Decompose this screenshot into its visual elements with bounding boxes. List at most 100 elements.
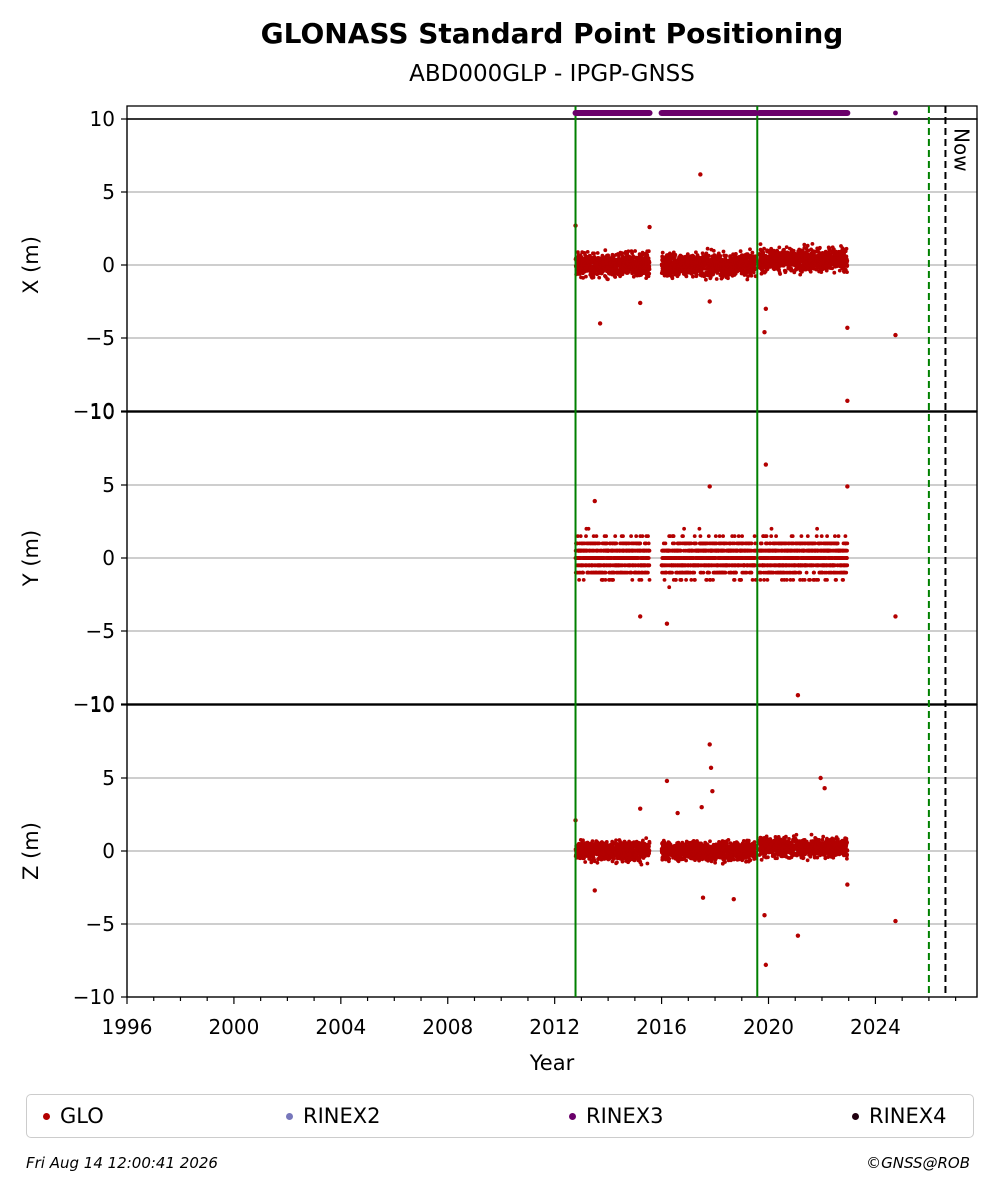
data-point xyxy=(791,578,796,582)
data-point xyxy=(662,578,667,582)
data-point xyxy=(810,242,815,246)
data-point xyxy=(646,556,651,560)
data-point xyxy=(845,263,850,268)
data-point xyxy=(700,251,705,256)
data-point xyxy=(672,541,677,546)
data-point xyxy=(841,578,845,582)
data-point xyxy=(694,272,699,276)
data-point xyxy=(591,275,596,280)
data-point xyxy=(769,534,774,538)
data-point xyxy=(734,252,738,256)
data-point xyxy=(707,570,711,575)
data-point xyxy=(647,260,652,265)
data-point xyxy=(827,246,832,251)
data-point xyxy=(819,534,824,538)
data-point xyxy=(679,578,684,582)
data-point xyxy=(647,271,652,276)
outlier-point xyxy=(698,172,703,177)
data-point xyxy=(626,249,631,254)
data-point xyxy=(630,251,634,256)
data-point xyxy=(611,578,615,582)
data-point xyxy=(769,526,774,531)
y-tick-label: −10 xyxy=(73,399,115,423)
data-point xyxy=(723,570,728,575)
data-point xyxy=(748,247,752,252)
data-point xyxy=(667,585,672,590)
data-point xyxy=(581,578,586,582)
outlier-point xyxy=(638,300,643,306)
data-point xyxy=(739,578,743,582)
chart-title: GLONASS Standard Point Positioning xyxy=(261,17,844,50)
data-point xyxy=(631,274,636,279)
y-tick-label: 5 xyxy=(102,473,115,497)
data-point xyxy=(749,273,754,278)
data-point xyxy=(604,534,608,538)
y-tick-label: 10 xyxy=(90,107,115,131)
data-point xyxy=(836,534,841,538)
data-point xyxy=(639,578,644,582)
data-point xyxy=(805,243,810,248)
y-axis-label: Y (m) xyxy=(19,530,43,587)
y-tick-label: 10 xyxy=(90,400,115,424)
data-point xyxy=(825,534,829,538)
outlier-point xyxy=(707,299,712,304)
y-tick-label: 0 xyxy=(102,253,115,277)
data-point xyxy=(673,252,678,257)
data-point xyxy=(613,275,618,279)
data-point xyxy=(738,249,743,254)
data-point xyxy=(798,570,803,575)
y-tick-label: −5 xyxy=(86,619,115,643)
data-point xyxy=(705,246,710,251)
data-point xyxy=(845,258,850,263)
data-point xyxy=(808,269,813,274)
data-point xyxy=(765,578,770,582)
data-point xyxy=(814,534,819,538)
data-point xyxy=(721,249,726,254)
data-point xyxy=(711,578,715,582)
data-point xyxy=(586,526,591,531)
data-point xyxy=(698,534,703,538)
data-point xyxy=(646,249,651,254)
data-point xyxy=(592,251,596,256)
data-point xyxy=(825,578,829,582)
data-point xyxy=(670,570,674,575)
data-point xyxy=(721,534,725,538)
data-point xyxy=(777,245,782,250)
data-point xyxy=(812,570,816,575)
data-point xyxy=(704,251,709,256)
y-tick-label: 0 xyxy=(102,546,115,570)
data-point xyxy=(706,253,711,258)
data-point xyxy=(685,252,690,257)
data-point xyxy=(621,534,625,538)
data-point xyxy=(764,534,769,538)
data-point xyxy=(633,249,637,253)
data-point xyxy=(702,274,707,278)
data-point xyxy=(833,534,837,538)
data-point xyxy=(578,534,583,538)
data-point xyxy=(681,534,685,538)
data-point xyxy=(808,578,812,582)
data-point xyxy=(647,548,652,553)
data-point xyxy=(749,570,754,575)
data-point xyxy=(694,541,698,546)
data-point xyxy=(603,570,608,575)
data-point xyxy=(790,534,795,538)
data-point xyxy=(647,267,652,272)
data-point xyxy=(606,277,610,282)
data-point xyxy=(692,534,697,538)
outlier-point xyxy=(845,325,850,330)
data-point xyxy=(845,270,849,274)
data-point xyxy=(844,246,849,251)
chart-subtitle: ABD000GLP - IPGP-GNSS xyxy=(409,61,695,87)
data-point xyxy=(581,570,585,575)
data-point xyxy=(799,534,804,538)
data-point xyxy=(724,253,728,258)
data-point xyxy=(691,274,695,279)
data-point xyxy=(752,534,757,538)
data-point xyxy=(603,248,608,253)
data-point xyxy=(717,534,722,538)
data-point xyxy=(816,578,820,582)
data-point xyxy=(647,578,652,582)
data-point xyxy=(682,526,686,531)
